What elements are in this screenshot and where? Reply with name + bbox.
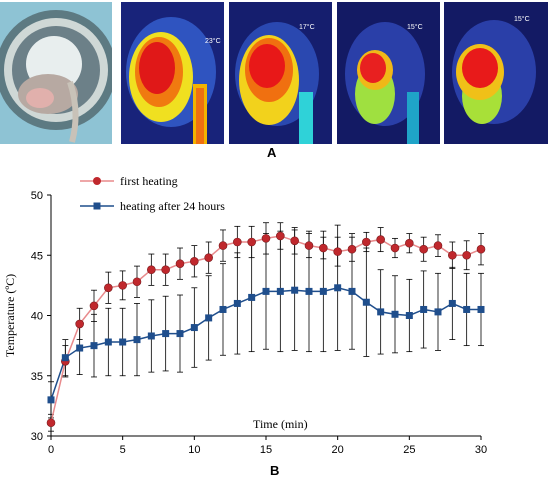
- data-point: [305, 287, 313, 295]
- x-tick-label: 5: [120, 444, 126, 456]
- data-point: [462, 250, 471, 260]
- data-point: [175, 259, 185, 268]
- data-point: [333, 247, 342, 256]
- data-point: [218, 241, 228, 250]
- data-point: [162, 330, 170, 338]
- data-point: [477, 305, 485, 313]
- legend-label: heating after 24 hours: [120, 199, 225, 213]
- y-tick-label: 45: [31, 250, 43, 262]
- data-point: [276, 287, 284, 295]
- data-point: [419, 244, 428, 254]
- legend-marker: [93, 202, 101, 210]
- y-tick-label: 50: [31, 190, 43, 202]
- data-point: [420, 305, 428, 313]
- data-point: [47, 396, 55, 404]
- thermal-image-1: 23°C: [121, 2, 224, 144]
- data-point: [248, 293, 256, 301]
- thermal-temp-2: 17°C: [299, 24, 315, 31]
- data-point: [118, 281, 127, 290]
- x-tick-label: 30: [475, 444, 487, 456]
- y-tick-label: 30: [31, 431, 43, 443]
- y-tick-label: 35: [31, 371, 43, 383]
- x-axis-title: Time (min): [253, 417, 308, 431]
- data-point: [291, 286, 299, 294]
- data-point: [147, 265, 156, 275]
- thermal-temp-4: 15°C: [514, 16, 530, 23]
- data-point: [362, 298, 370, 306]
- data-point: [377, 308, 385, 316]
- data-point: [147, 332, 155, 340]
- data-point: [204, 253, 213, 262]
- x-tick-label: 15: [260, 444, 272, 456]
- data-point: [334, 284, 342, 292]
- error-bars: [48, 222, 484, 432]
- data-point: [61, 354, 69, 362]
- x-tick-label: 10: [188, 444, 200, 456]
- x-tick-label: 0: [48, 444, 54, 456]
- data-point: [119, 338, 127, 346]
- data-point: [75, 319, 84, 329]
- data-point: [161, 265, 170, 275]
- data-point: [290, 236, 299, 246]
- x-tick-label: 20: [332, 444, 344, 456]
- data-point: [319, 243, 328, 253]
- data-point: [219, 305, 227, 313]
- data-point: [347, 244, 357, 254]
- data-point: [176, 330, 184, 338]
- y-axis-title: Temperature (ºC): [3, 274, 17, 357]
- data-point: [319, 287, 327, 295]
- data-point: [247, 237, 256, 247]
- data-point: [276, 231, 285, 241]
- thermal-image-4: 15°C: [444, 2, 548, 144]
- thermal-temp-3: 15°C: [407, 24, 423, 31]
- data-point: [433, 241, 443, 250]
- data-point: [190, 324, 198, 332]
- data-point: [261, 234, 271, 243]
- data-point: [233, 237, 242, 247]
- data-point: [463, 305, 471, 313]
- data-point: [434, 308, 442, 316]
- data-point: [46, 418, 56, 428]
- data-point: [448, 250, 457, 260]
- thermal-temp-1: 23°C: [205, 38, 221, 45]
- data-point: [405, 238, 414, 248]
- temperature-chart: 30 35 40 45 50 0 5 10 15 20 25 30 first heating heat…: [3, 175, 487, 456]
- legend: first heating heating after 24 hours: [80, 175, 225, 213]
- data-point: [90, 342, 98, 350]
- panel-b-label: B: [270, 463, 280, 478]
- x-tick-label: 25: [403, 444, 415, 456]
- data-point: [405, 312, 413, 319]
- thermal-image-2: 17°C: [229, 2, 332, 144]
- data-point: [132, 277, 142, 287]
- data-point: [205, 314, 213, 322]
- data-point: [76, 344, 84, 352]
- data-point: [391, 310, 399, 318]
- data-point: [104, 338, 112, 346]
- data-point: [376, 235, 385, 244]
- data-point: [390, 243, 400, 253]
- data-point: [190, 256, 199, 266]
- panel-a-label: A: [267, 145, 277, 160]
- y-tick-label: 40: [31, 311, 43, 323]
- data-point: [133, 336, 141, 344]
- data-point: [476, 244, 486, 254]
- thermal-image-3: 15°C: [337, 2, 440, 144]
- data-point: [233, 299, 241, 307]
- data-point: [448, 299, 456, 307]
- series-markers: [46, 231, 486, 428]
- legend-marker: [93, 177, 101, 185]
- data-point: [304, 241, 314, 250]
- data-point: [262, 287, 270, 295]
- data-point: [104, 283, 113, 293]
- rat-photo: [0, 2, 112, 144]
- legend-label: first heating: [120, 175, 178, 188]
- data-point: [89, 301, 99, 311]
- data-point: [348, 287, 356, 295]
- data-point: [362, 237, 371, 247]
